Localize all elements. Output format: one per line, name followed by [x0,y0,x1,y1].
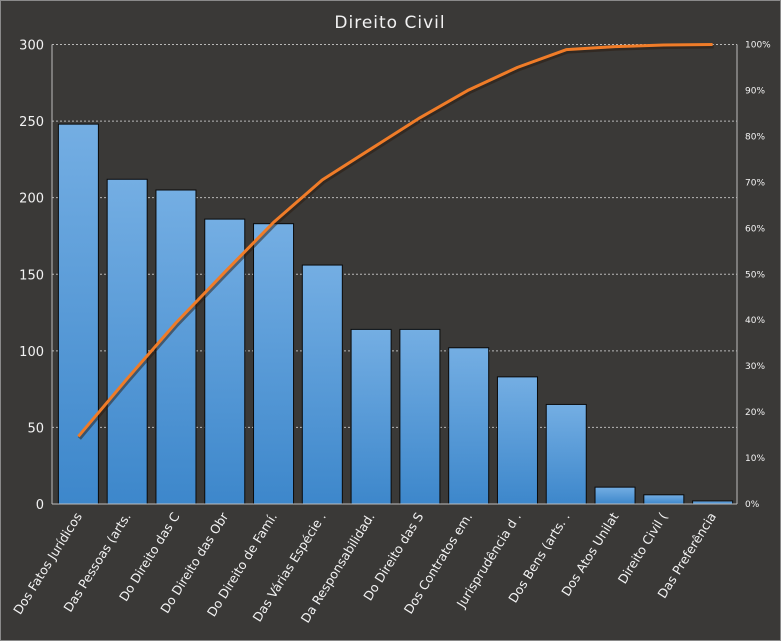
y2-tick-label: 70% [745,178,765,188]
bar [106,178,148,505]
bar [253,223,295,505]
bar [496,376,538,505]
bar [301,264,343,505]
bar [350,328,392,505]
y2-tick-label: 20% [745,408,765,418]
y2-tick-label: 80% [745,132,765,142]
bar [155,189,197,505]
x-tick-label: Direito Civil ( [615,510,671,587]
bar [594,486,636,505]
bar [448,347,490,505]
y2-tick-label: 100% [745,41,771,51]
y-tick-label: 200 [19,192,44,207]
y-tick-label: 250 [19,115,44,130]
y2-tick-label: 40% [745,316,765,326]
bar [204,218,246,505]
y2-tick-label: 60% [745,224,765,234]
y2-tick-label: 0% [745,500,760,510]
bar [643,494,685,505]
bar [57,123,99,505]
y2-tick-label: 90% [745,86,765,96]
y-tick-label: 50 [27,421,44,436]
cumulative-percent-line [77,43,713,438]
y-tick-label: 150 [19,268,44,283]
bar [399,328,441,505]
chart-title: Direito Civil [334,13,445,33]
bar [545,403,587,505]
y-tick-label: 300 [19,39,44,54]
y2-tick-label: 10% [745,454,765,464]
y2-tick-label: 50% [745,270,765,280]
y-tick-label: 0 [36,498,44,513]
y2-tick-label: 30% [745,362,765,372]
cumulative-line-shadow [77,44,714,440]
y-tick-label: 100 [19,345,44,360]
